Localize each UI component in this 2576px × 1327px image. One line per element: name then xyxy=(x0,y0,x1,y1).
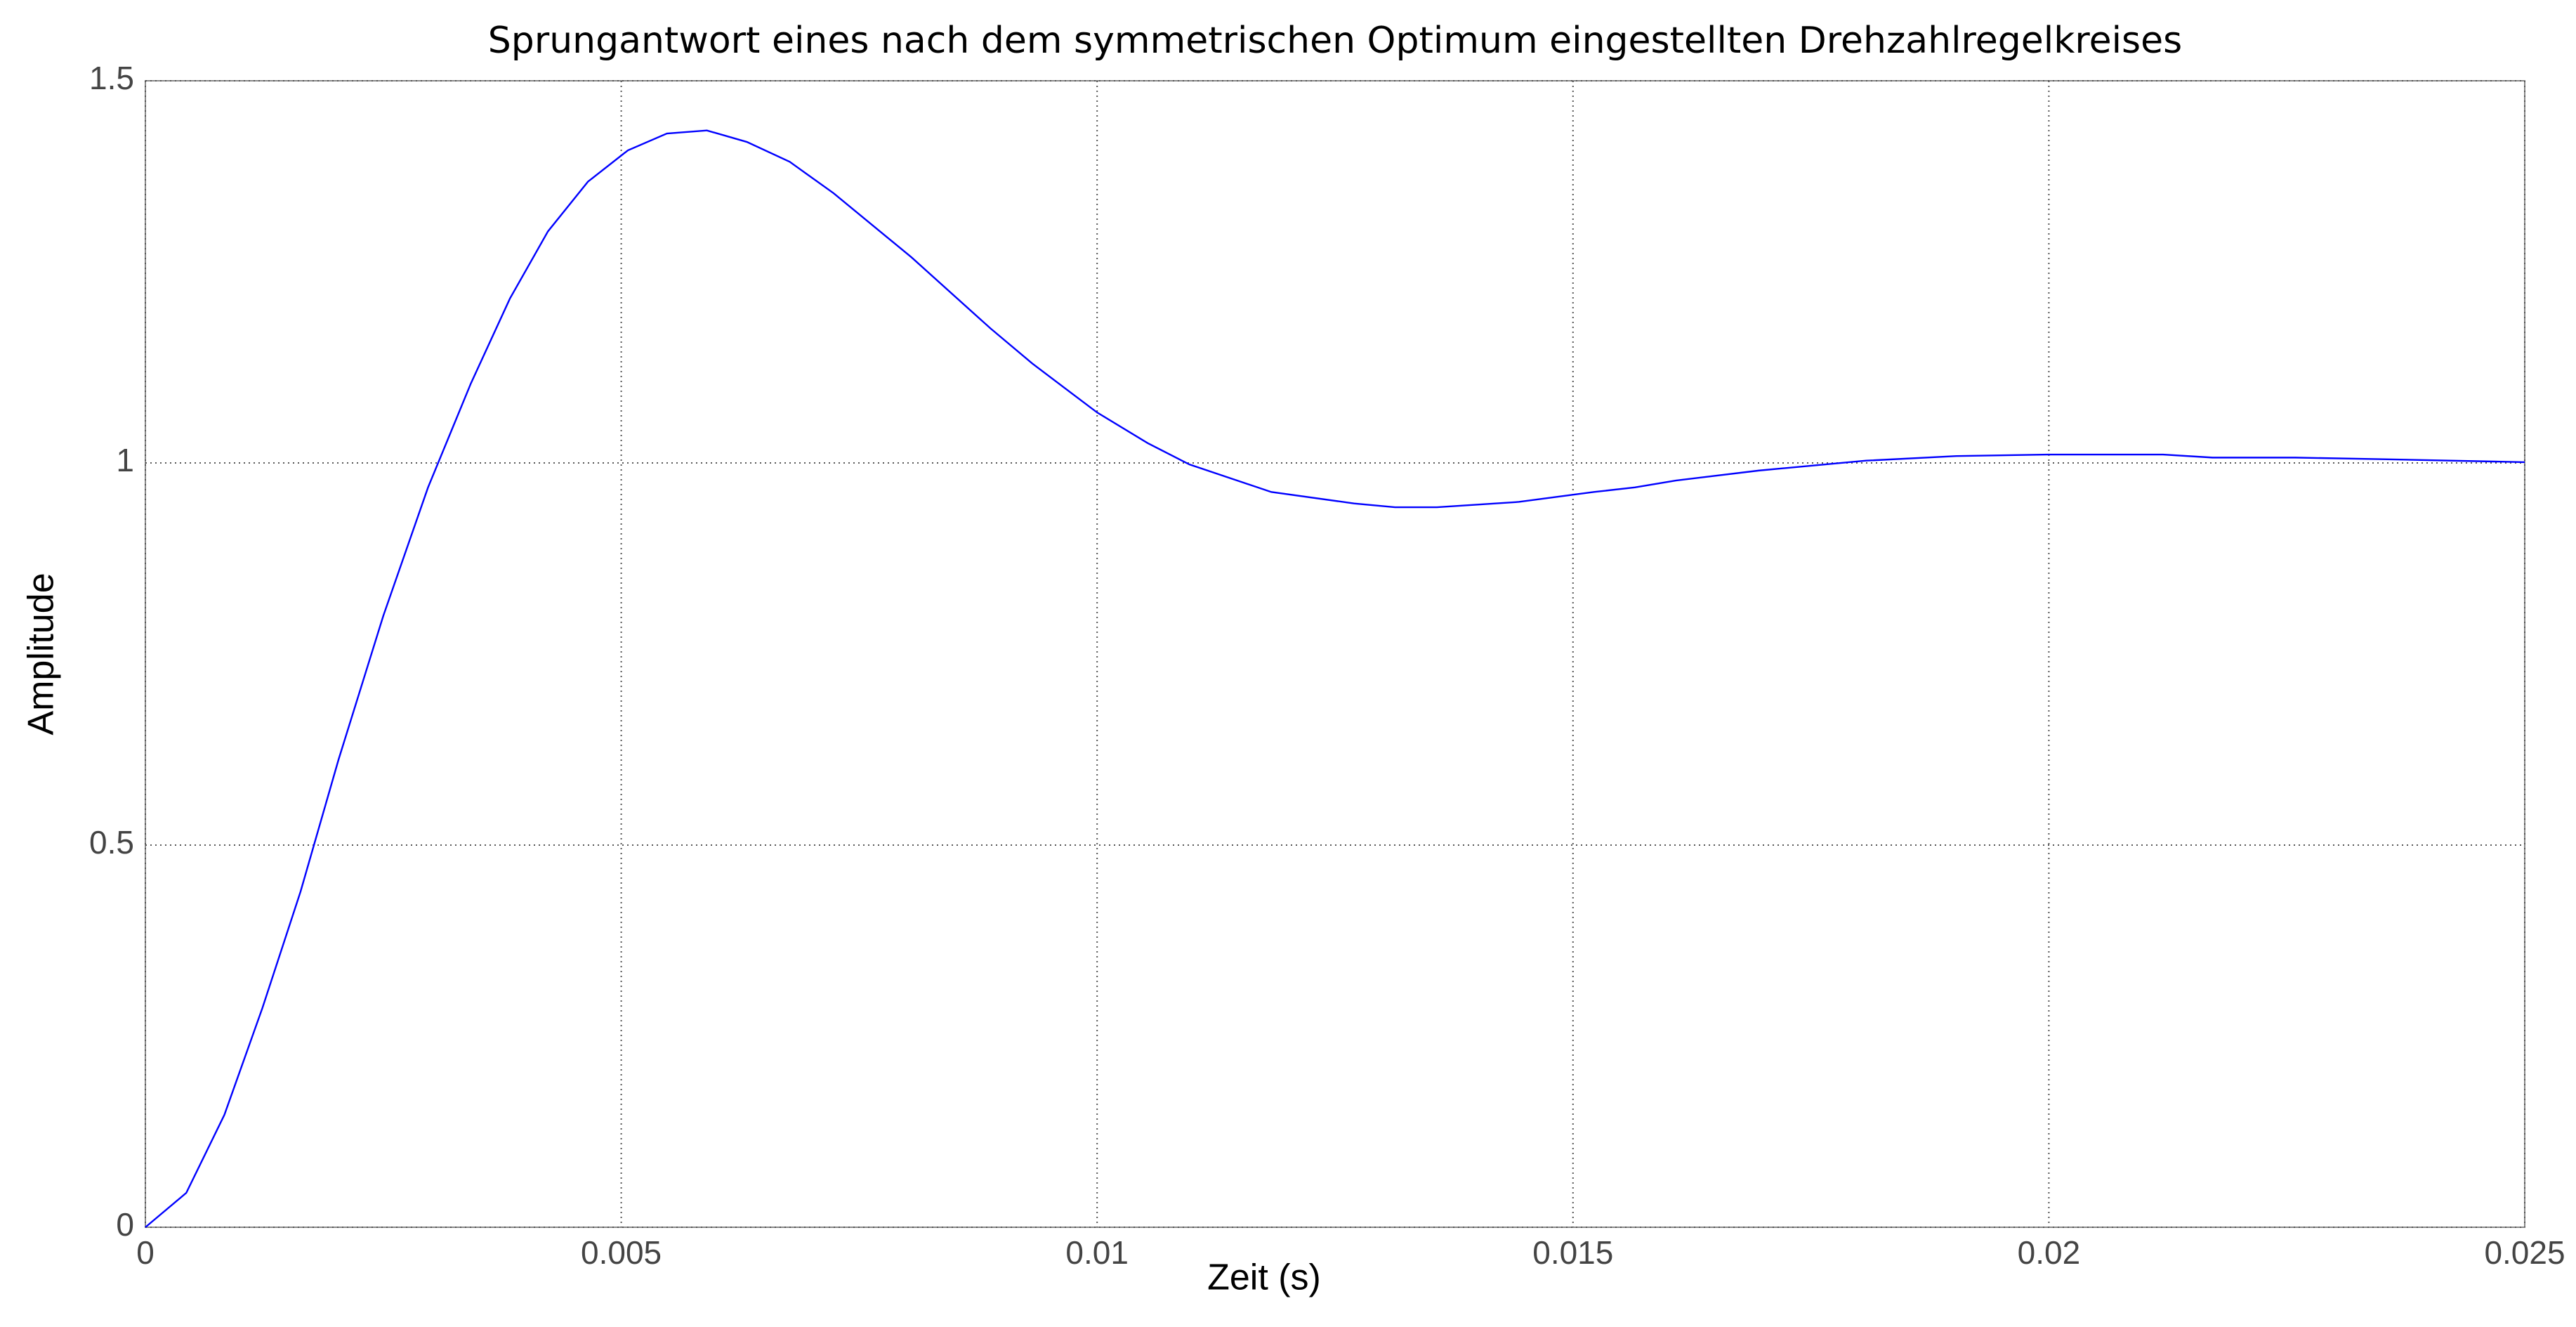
x-tick-label: 0.025 xyxy=(2484,1234,2565,1271)
y-tick-label: 0 xyxy=(116,1206,134,1243)
x-axis-label: Zeit (s) xyxy=(1207,1257,1321,1298)
chart-title: Sprungantwort eines nach dem symmetrisch… xyxy=(488,20,2182,62)
x-tick-label: 0.015 xyxy=(1532,1234,1613,1271)
x-tick-label: 0.005 xyxy=(581,1234,662,1271)
y-tick-label: 1 xyxy=(116,442,134,478)
x-tick-label: 0 xyxy=(136,1234,155,1271)
x-tick-label: 0.01 xyxy=(1065,1234,1129,1271)
y-axis-label: Amplitude xyxy=(21,573,62,735)
x-tick-label: 0.02 xyxy=(2018,1234,2081,1271)
plot-area xyxy=(145,80,2525,1228)
y-tick-label: 1.5 xyxy=(89,60,134,96)
y-tick-label: 0.5 xyxy=(89,824,134,861)
data-line xyxy=(145,129,2525,1228)
